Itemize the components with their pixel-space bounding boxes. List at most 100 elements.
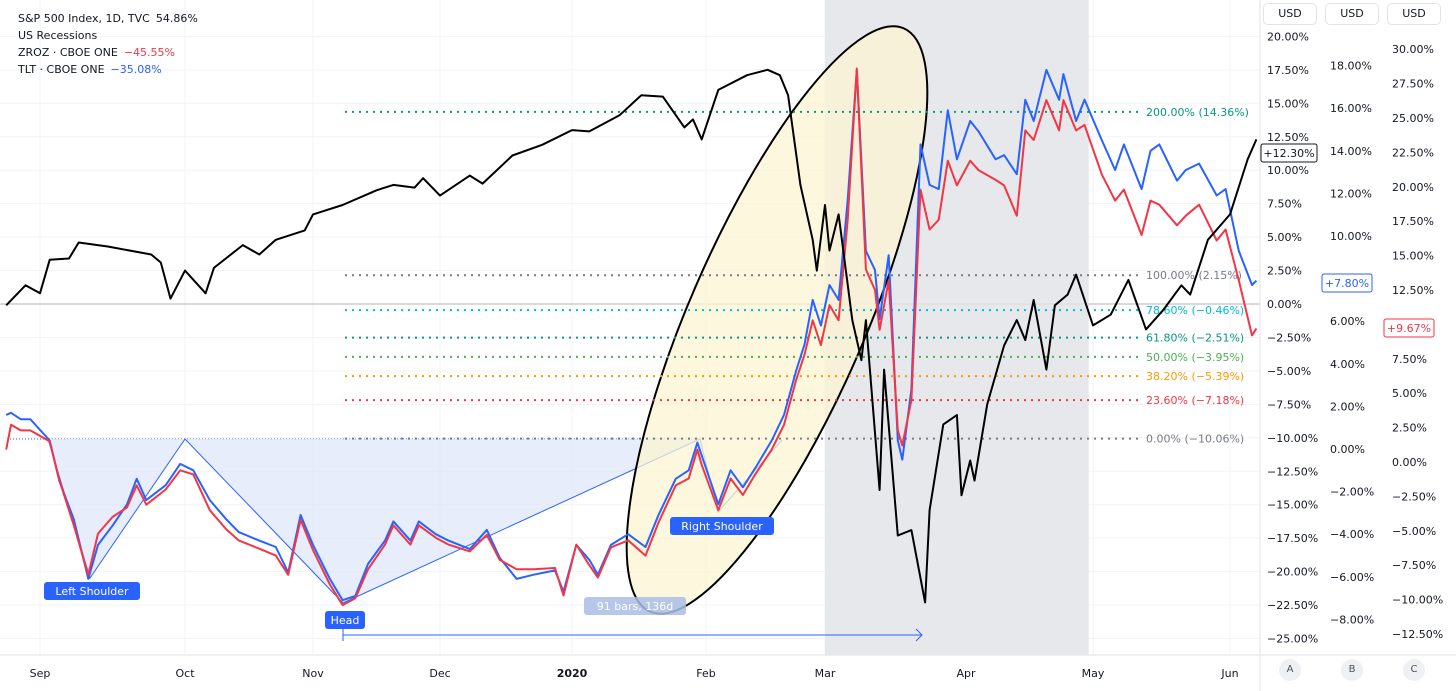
price-axes[interactable]: 20.00% 17.50% 15.00% 12.50% 10.00% 7.50% 5.00%… bbox=[1260, 30, 1443, 646]
scale-button-c[interactable]: C bbox=[1403, 659, 1425, 681]
axis-b-tick: −4.00% bbox=[1330, 528, 1374, 541]
time-axis-tick: Jun bbox=[1220, 667, 1238, 680]
annotations: Left Shoulder Head Right Shoulder 91 bars, … bbox=[44, 517, 923, 642]
time-axis-tick: May bbox=[1082, 667, 1105, 680]
axis-a-tick: 17.50% bbox=[1267, 64, 1309, 77]
range-measure-label: 91 bars, 136d bbox=[597, 600, 673, 613]
axis-b-tick: 0.00% bbox=[1330, 443, 1365, 456]
series-lines bbox=[5, 67, 1258, 607]
axis-a-tick: 12.50% bbox=[1267, 131, 1309, 144]
fib-level-label: 50.00% (−3.95%) bbox=[1146, 351, 1244, 364]
axis-b-tick: 4.00% bbox=[1330, 358, 1365, 371]
axis-a-tick: 20.00% bbox=[1267, 30, 1309, 43]
axis-a-tick: 2.50% bbox=[1267, 265, 1302, 278]
head-label-box bbox=[325, 611, 365, 629]
legend-recessions-label: US Recessions bbox=[18, 29, 98, 42]
axis-c-tick: 0.00% bbox=[1392, 456, 1427, 469]
time-axis-tick: 2020 bbox=[557, 667, 588, 680]
series-line-tlt bbox=[5, 68, 1258, 602]
axis-a-tick: −22.50% bbox=[1267, 599, 1318, 612]
spx-last-value: +12.30% bbox=[1263, 147, 1314, 160]
right-shoulder-label-box bbox=[670, 517, 774, 535]
axis-a-tick: −20.00% bbox=[1267, 566, 1318, 579]
axis-c-tick: 30.00% bbox=[1392, 43, 1434, 56]
pattern-fill bbox=[48, 439, 700, 603]
currency-button-a[interactable]: USD bbox=[1263, 3, 1317, 25]
axis-b-tick: 2.00% bbox=[1330, 400, 1365, 413]
time-axis-tick: Feb bbox=[696, 667, 715, 680]
axis-c-tick: 15.00% bbox=[1392, 250, 1434, 263]
head-label: Head bbox=[331, 614, 360, 627]
axis-c-tick: 7.50% bbox=[1392, 353, 1427, 366]
legend: S&P 500 Index, 1D, TVC 54.86% US Recessio… bbox=[18, 10, 198, 78]
axis-a-tick: −10.00% bbox=[1267, 432, 1318, 445]
axis-a-tick: 10.00% bbox=[1267, 164, 1309, 177]
axis-b-tick: 6.00% bbox=[1330, 315, 1365, 328]
axis-a-tick: −7.50% bbox=[1267, 398, 1311, 411]
legend-tlt[interactable]: TLT · CBOE ONE −35.08% bbox=[18, 61, 198, 78]
fib-level-label: 78.60% (−0.46%) bbox=[1146, 304, 1244, 317]
axis-c-tick: 17.50% bbox=[1392, 215, 1434, 228]
axis-b-tick: −2.00% bbox=[1330, 486, 1374, 499]
axis-a-tick: 0.00% bbox=[1267, 298, 1302, 311]
time-axis-tick: Apr bbox=[956, 667, 976, 680]
axis-c-tick: 2.50% bbox=[1392, 422, 1427, 435]
axis-b-tick: 16.00% bbox=[1330, 102, 1372, 115]
fibonacci-retracement[interactable]: 200.00% (14.36%) 100.00% (2.15%) 78.60% (−… bbox=[345, 106, 1249, 446]
legend-spx[interactable]: S&P 500 Index, 1D, TVC 54.86% bbox=[18, 10, 198, 27]
axis-b-tick: 14.00% bbox=[1330, 145, 1372, 158]
fib-level-label: 38.20% (−5.39%) bbox=[1146, 370, 1244, 383]
axis-c-tick: −10.00% bbox=[1392, 594, 1443, 607]
axis-a-tick: −15.00% bbox=[1267, 499, 1318, 512]
axis-c-tick: 12.50% bbox=[1392, 284, 1434, 297]
tlt-last-value: +7.80% bbox=[1325, 277, 1369, 290]
currency-button-c[interactable]: USD bbox=[1387, 3, 1441, 25]
time-axis-tick: Mar bbox=[815, 667, 836, 680]
axis-a-tick: −5.00% bbox=[1267, 365, 1311, 378]
axis-b-tick: 10.00% bbox=[1330, 230, 1372, 243]
axis-a-tick: 5.00% bbox=[1267, 231, 1302, 244]
axis-a-tick: 7.50% bbox=[1267, 198, 1302, 211]
left-shoulder-label-box bbox=[44, 582, 140, 600]
fib-level-label: 61.80% (−2.51%) bbox=[1146, 332, 1244, 345]
tlt-last-value-box bbox=[1321, 273, 1373, 293]
legend-tlt-label: TLT · CBOE ONE bbox=[18, 63, 105, 76]
currency-button-b[interactable]: USD bbox=[1325, 3, 1379, 25]
legend-spx-label: S&P 500 Index, 1D, TVC bbox=[18, 12, 150, 25]
fib-level-label: 200.00% (14.36%) bbox=[1146, 106, 1249, 119]
arrowhead-icon bbox=[915, 628, 923, 642]
legend-recessions[interactable]: US Recessions bbox=[18, 27, 198, 44]
legend-zroz[interactable]: ZROZ · CBOE ONE −45.55% bbox=[18, 44, 198, 61]
time-axis-tick: Nov bbox=[302, 667, 324, 680]
legend-spx-value: 54.86% bbox=[155, 12, 198, 25]
legend-zroz-value: −45.55% bbox=[123, 46, 176, 59]
axis-c-tick: −12.50% bbox=[1392, 628, 1443, 641]
range-measure-label-box bbox=[584, 597, 686, 615]
spx-last-value-box bbox=[1260, 143, 1318, 163]
axis-b-tick: −8.00% bbox=[1330, 613, 1374, 626]
series-line-zroz bbox=[5, 67, 1258, 607]
axis-b-tick: 18.00% bbox=[1330, 60, 1372, 73]
time-axis[interactable]: Sep Oct Nov Dec 2020 Feb Mar Apr May Jun bbox=[30, 667, 1239, 680]
scale-button-b[interactable]: B bbox=[1341, 659, 1363, 681]
axis-c-tick: 20.00% bbox=[1392, 181, 1434, 194]
axis-c-tick: 25.00% bbox=[1392, 112, 1434, 125]
fib-level-label: 0.00% (−10.06%) bbox=[1146, 433, 1244, 446]
axis-c-tick: −7.50% bbox=[1392, 559, 1436, 572]
axis-c-tick: 27.50% bbox=[1392, 78, 1434, 91]
axis-c-tick: 22.50% bbox=[1392, 146, 1434, 159]
axis-a-tick: −12.50% bbox=[1267, 465, 1318, 478]
fib-level-label: 100.00% (2.15%) bbox=[1146, 269, 1242, 282]
scale-button-a[interactable]: A bbox=[1279, 659, 1301, 681]
right-shoulder-label: Right Shoulder bbox=[681, 520, 763, 533]
axis-c-tick: −5.00% bbox=[1392, 525, 1436, 538]
axis-a-tick: −17.50% bbox=[1267, 532, 1318, 545]
zroz-last-value: +9.67% bbox=[1387, 322, 1431, 335]
axis-c-tick: 5.00% bbox=[1392, 387, 1427, 400]
time-axis-tick: Sep bbox=[30, 667, 51, 680]
legend-tlt-value: −35.08% bbox=[110, 63, 162, 76]
zroz-last-value-box bbox=[1383, 318, 1435, 338]
legend-zroz-label: ZROZ · CBOE ONE bbox=[18, 46, 118, 59]
axis-b-tick: −6.00% bbox=[1330, 571, 1374, 584]
